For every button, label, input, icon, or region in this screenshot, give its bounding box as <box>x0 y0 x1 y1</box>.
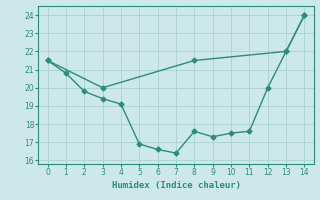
X-axis label: Humidex (Indice chaleur): Humidex (Indice chaleur) <box>111 181 241 190</box>
